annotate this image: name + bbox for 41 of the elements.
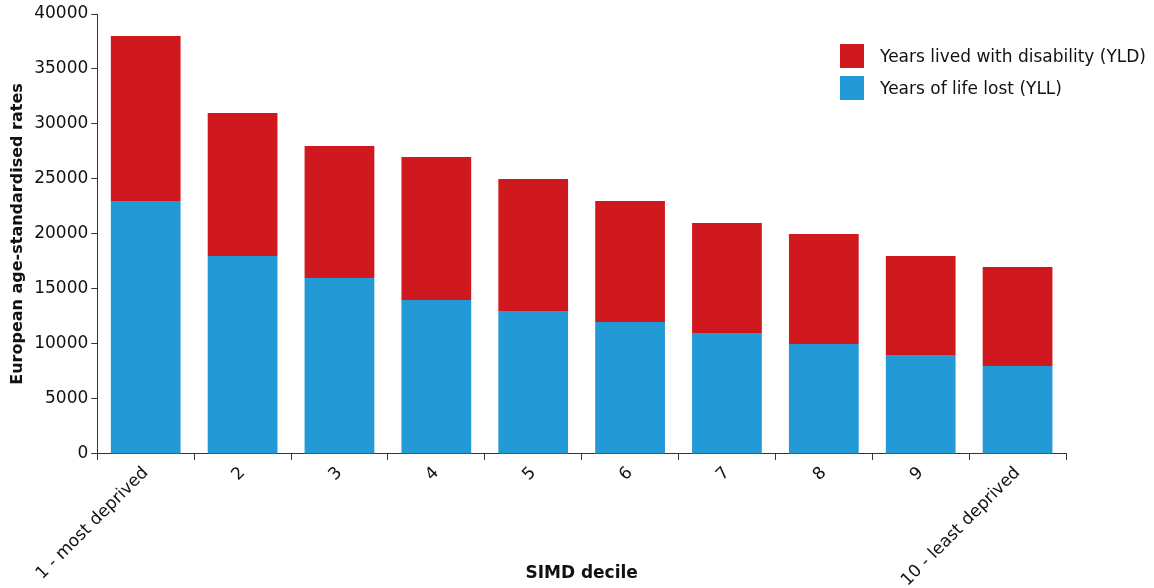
y-tick-label: 15000	[34, 277, 89, 298]
legend-label: Years of life lost (YLL)	[880, 78, 1062, 98]
bar	[207, 255, 278, 454]
x-tick-label: 8	[807, 461, 830, 484]
bar	[692, 222, 762, 333]
bar	[304, 277, 375, 454]
y-tick-label: 30000	[34, 112, 89, 133]
bar	[110, 36, 181, 201]
bar	[885, 255, 956, 355]
x-tick-label: 4	[420, 461, 443, 484]
x-tick-label: 6	[614, 461, 637, 484]
bar	[885, 354, 956, 454]
bar	[207, 112, 278, 256]
bar	[498, 178, 569, 311]
bar	[788, 233, 859, 344]
y-tick-label: 20000	[34, 222, 89, 243]
legend-label: Years lived with disability (YLD)	[880, 46, 1146, 66]
y-axis-title: European age-standardised rates	[6, 83, 26, 385]
x-axis-title: SIMD decile	[525, 562, 638, 583]
y-tick-label: 40000	[34, 2, 89, 23]
y-tick-label: 35000	[34, 57, 89, 78]
x-tick-label: 2	[226, 461, 249, 484]
bar	[304, 145, 375, 278]
bar	[982, 266, 1053, 366]
x-tick-label: 3	[323, 461, 346, 484]
y-tick-label: 25000	[34, 167, 89, 188]
x-tick-label: 5	[517, 461, 540, 484]
bar	[401, 156, 472, 300]
x-tick-label: 7	[711, 461, 733, 484]
bar	[401, 299, 472, 454]
bar	[595, 321, 665, 454]
bar	[788, 343, 859, 454]
bar	[595, 200, 665, 322]
y-tick-label: 5000	[45, 387, 89, 408]
x-tick-label: 9	[904, 461, 927, 484]
bar	[110, 200, 181, 454]
y-tick-label: 10000	[34, 332, 89, 353]
y-tick-label: 0	[77, 442, 89, 463]
bar	[692, 332, 762, 454]
bar	[498, 310, 569, 454]
bar	[982, 365, 1053, 454]
